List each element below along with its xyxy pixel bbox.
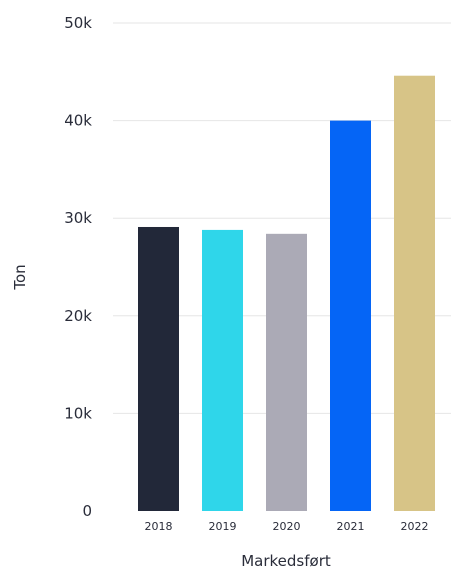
x-tick-label-2021: 2021 [337,520,365,533]
y-tick-label: 40k [64,112,92,130]
bars [138,75,435,512]
x-axis-ticks: 2018 2019 2020 2021 2022 [145,520,429,533]
bar-2019[interactable] [202,229,243,512]
y-tick-label: 30k [64,209,92,227]
x-tick-label-2022: 2022 [401,520,429,533]
x-axis-title: Markedsført [241,552,331,569]
y-tick-label: 50k [64,14,92,32]
y-tick-label: 0 [82,502,92,520]
bar-2018[interactable] [138,226,179,511]
y-axis-ticks: 0 10k 20k 30k 40k 50k [64,14,92,520]
x-tick-label-2018: 2018 [145,520,173,533]
y-tick-label: 20k [64,307,92,325]
bar-2020[interactable] [266,233,307,512]
x-tick-label-2020: 2020 [273,520,301,533]
y-axis-title: Ton [11,264,29,290]
bar-2022[interactable] [394,75,435,511]
y-tick-label: 10k [64,404,92,422]
x-tick-label-2019: 2019 [209,520,237,533]
bar-2021[interactable] [330,120,371,511]
